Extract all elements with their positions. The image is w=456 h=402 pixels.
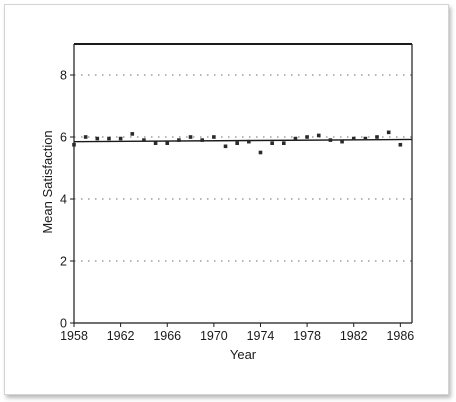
x-tick-label-1966: 1966 [153, 329, 181, 343]
x-tick-label-1958: 1958 [60, 329, 88, 343]
y-axis-title: Mean Satisfaction [40, 130, 55, 233]
data-point-1981 [340, 139, 344, 144]
data-point-1967 [177, 138, 181, 142]
data-point-1984 [375, 135, 379, 139]
data-point-1979 [316, 133, 321, 138]
x-tick-label-1978: 1978 [293, 329, 321, 343]
trend-line-group [73, 138, 413, 143]
tick-marks [70, 74, 401, 327]
y-tick-labels: 0 2 4 6 8 [60, 69, 67, 331]
data-point-1970 [212, 135, 216, 139]
y-tick-label-2: 2 [60, 255, 67, 269]
x-tick-label-1982: 1982 [340, 329, 368, 343]
y-tick-label-0: 0 [60, 317, 67, 331]
x-axis-title: Year [230, 347, 257, 362]
y-tick-label-4: 4 [60, 193, 67, 207]
data-point-1968 [188, 135, 193, 139]
data-point-1986 [398, 142, 403, 147]
trend-line [73, 138, 413, 143]
data-point-1960 [95, 136, 100, 141]
data-point-1978 [305, 135, 309, 139]
x-tick-label-1962: 1962 [107, 329, 135, 343]
data-point-1966 [165, 141, 170, 145]
data-point-1985 [386, 130, 391, 135]
data-point-1963 [130, 132, 135, 136]
y-tick-label-8: 8 [60, 69, 67, 83]
data-point-1965 [153, 141, 158, 145]
data-point-1975 [270, 141, 274, 145]
data-points [72, 130, 403, 155]
data-point-1972 [235, 141, 239, 145]
x-tick-label-1970: 1970 [200, 329, 228, 343]
data-point-1961 [107, 136, 111, 141]
data-point-1980 [328, 138, 333, 142]
data-point-1971 [223, 144, 228, 149]
data-point-1969 [200, 138, 205, 142]
axes [73, 43, 413, 324]
data-point-1964 [142, 138, 146, 142]
data-point-1962 [118, 136, 123, 141]
data-point-1973 [247, 139, 251, 144]
data-point-1976 [281, 141, 286, 145]
data-point-1974 [258, 150, 263, 155]
data-point-1982 [351, 136, 356, 141]
y-tick-label-6: 6 [60, 131, 67, 145]
x-tick-label-1986: 1986 [386, 329, 414, 343]
x-tick-labels: 1958 1962 1966 1970 1974 1978 1982 1986 [60, 329, 414, 343]
data-point-1958 [72, 142, 76, 147]
data-point-1977 [293, 136, 298, 141]
data-point-1959 [83, 135, 88, 139]
data-point-1983 [363, 136, 368, 141]
grid-lines [74, 74, 412, 262]
x-tick-label-1974: 1974 [247, 329, 275, 343]
chart-frame [4, 4, 449, 395]
